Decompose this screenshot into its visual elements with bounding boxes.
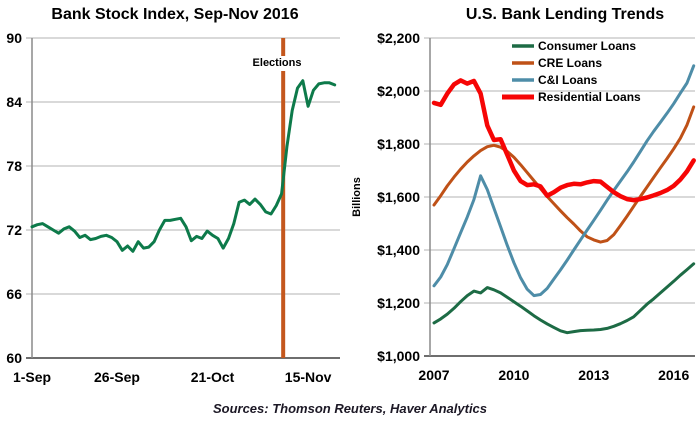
right-chart-title: U.S. Bank Lending Trends: [465, 6, 665, 23]
bank-lending-trends-chart: Billions $1,000 $1,200 $1,400 $1,600 $1,800 $…: [351, 30, 696, 383]
x-tick-label: 2016: [658, 367, 689, 383]
y-tick-label: $2,200: [377, 30, 420, 46]
elections-annotation-label: Elections: [243, 56, 311, 71]
x-tick-label: 21-Oct: [191, 369, 235, 385]
x-tick-label: 26-Sep: [94, 369, 140, 385]
bank-stock-index-chart: 60 66 72 78 84 90 1-Sep 26-Sep 21-Oct 15-Nov: [6, 30, 340, 385]
y-tick-label: 72: [6, 222, 22, 238]
x-tick-label: 1-Sep: [13, 369, 51, 385]
y-tick-label: $1,600: [377, 189, 420, 205]
y-tick-label: $1,400: [377, 242, 420, 258]
x-tick-label: 2007: [418, 367, 449, 383]
y-tick-label: 90: [6, 30, 22, 46]
y-tick-label: 84: [6, 94, 22, 110]
y-axis-title-billions: Billions: [351, 177, 363, 217]
y-tick-label: 66: [6, 286, 22, 302]
source-note: Sources: Thomson Reuters, Haver Analytic…: [212, 401, 488, 416]
x-tick-label: 15-Nov: [285, 369, 332, 385]
left-chart-title: Bank Stock Index, Sep-Nov 2016: [51, 6, 299, 23]
y-tick-label: 60: [6, 350, 22, 366]
x-tick-label: 2013: [578, 367, 609, 383]
y-tick-label: $1,200: [377, 295, 420, 311]
series-line-residential-loans: [431, 78, 696, 203]
legend-label: Residential Loans: [538, 90, 641, 104]
y-tick-label: $2,000: [377, 83, 420, 99]
y-tick-label: 78: [6, 158, 22, 174]
y-tick-label: $1,000: [377, 348, 420, 364]
x-tick-label: 2010: [498, 367, 529, 383]
series-line-bank-stock-index: [30, 79, 337, 253]
series-line-cre-loans: [432, 105, 696, 244]
y-tick-label: $1,800: [377, 136, 420, 152]
series-line-c-i-loans: [432, 64, 696, 298]
legend-label: C&I Loans: [538, 73, 598, 87]
series-line-consumer-loans: [432, 262, 696, 335]
legend-label: CRE Loans: [538, 56, 602, 70]
legend-label: Consumer Loans: [538, 39, 636, 53]
